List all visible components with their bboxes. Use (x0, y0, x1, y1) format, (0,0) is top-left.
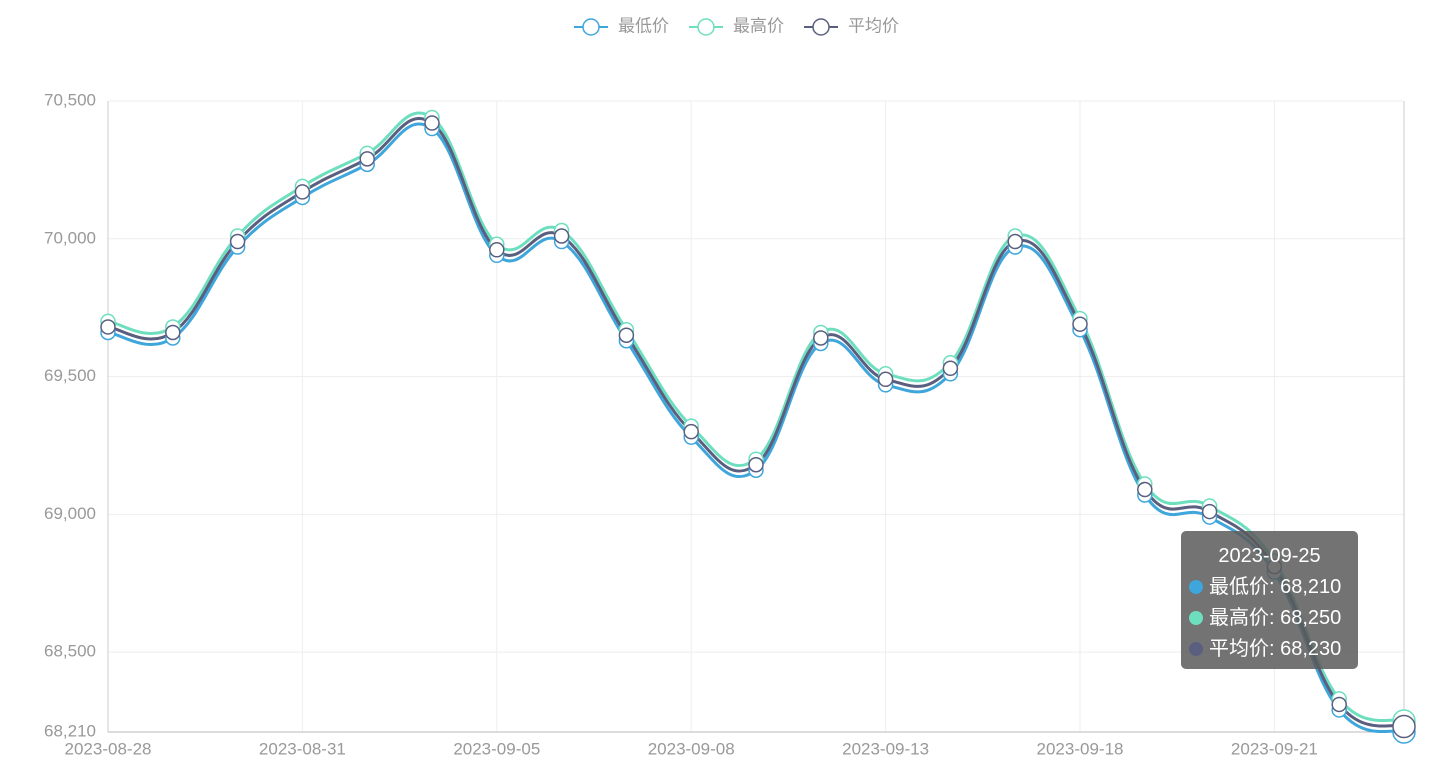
tooltip-dot (1189, 611, 1203, 625)
point (1007, 233, 1023, 250)
series-line (107, 111, 1405, 723)
point (165, 324, 181, 341)
point (424, 115, 440, 131)
tooltip-name: 平均价 (1209, 638, 1269, 660)
legend-label: 最低价 (618, 16, 669, 35)
point (359, 151, 375, 167)
tooltip-row: 平均价: 68,230 (1189, 634, 1350, 665)
tooltip-row: 最高价: 68,250 (1189, 603, 1350, 634)
tooltip-value: 68,230 (1280, 638, 1342, 660)
point (100, 319, 116, 335)
point (877, 371, 894, 388)
y-tick-label: 69,000 (44, 504, 96, 523)
tooltip-name: 最高价 (1209, 607, 1269, 629)
series-line (107, 116, 1405, 728)
tooltip-name: 最低价 (1209, 576, 1269, 598)
tooltip-row: 最低价: 68,210 (1189, 572, 1350, 603)
x-tick-label: 2023-09-21 (1231, 739, 1318, 758)
x-tick-label: 2023-09-05 (453, 739, 540, 758)
y-tick-label: 70,500 (44, 90, 96, 109)
point (618, 327, 635, 343)
y-tick-label: 69,500 (44, 366, 96, 385)
x-tick-label: 2023-09-18 (1037, 739, 1124, 758)
legend-icon (697, 18, 715, 36)
point (553, 228, 570, 244)
point (1072, 316, 1088, 332)
point (748, 456, 764, 473)
legend-label: 平均价 (848, 16, 899, 35)
x-tick-label: 2023-09-08 (648, 739, 735, 758)
series-line (107, 122, 1405, 734)
tooltip: 2023-09-25 最低价: 68,210 最高价: 68,250 平均价: 68… (1181, 531, 1358, 669)
point (1137, 481, 1153, 498)
legend-icon (812, 18, 830, 36)
y-tick-label: 68,210 (44, 721, 96, 740)
point (813, 330, 829, 346)
x-tick-label: 2023-08-31 (259, 739, 346, 758)
y-tick-label: 70,000 (44, 228, 96, 247)
y-tick-label: 68,500 (44, 642, 96, 661)
tooltip-title: 2023-09-25 (1218, 545, 1321, 567)
legend-label: 最高价 (733, 16, 784, 35)
tooltip-dot (1189, 642, 1203, 656)
point (942, 360, 959, 377)
point (489, 242, 505, 258)
tooltip-value: 68,250 (1280, 607, 1342, 629)
x-tick-label: 2023-09-13 (842, 739, 929, 758)
point (294, 184, 311, 200)
tooltip-value: 68,210 (1280, 576, 1342, 598)
point (683, 423, 699, 440)
point (1201, 503, 1218, 520)
x-tick-label: 2023-08-28 (65, 739, 152, 758)
legend-icon (582, 18, 600, 36)
tooltip-dot (1189, 580, 1203, 594)
point (1331, 696, 1347, 713)
point (229, 233, 246, 250)
point (1392, 714, 1416, 739)
